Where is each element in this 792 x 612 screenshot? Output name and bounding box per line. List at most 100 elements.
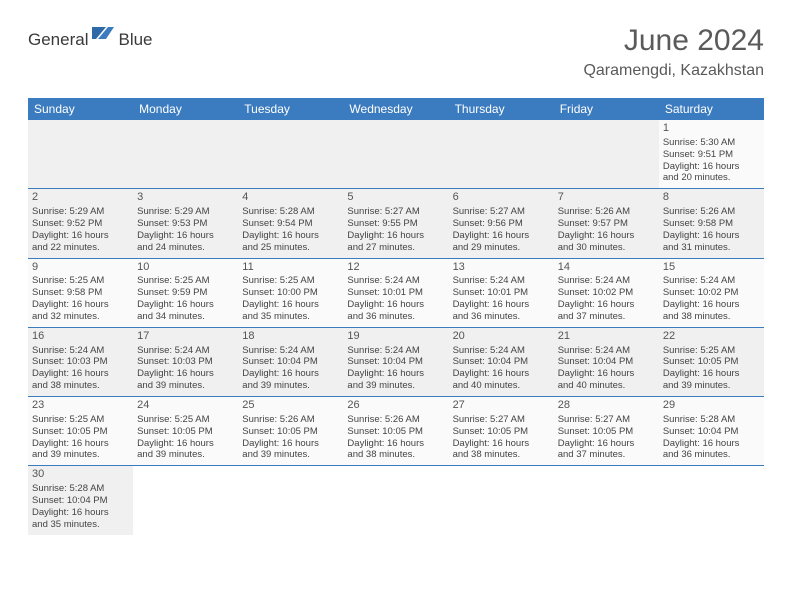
calendar-cell: 14Sunrise: 5:24 AMSunset: 10:02 PMDaylig… [554,258,659,327]
daylight-text: Daylight: 16 hours [558,299,655,311]
sunset-text: Sunset: 9:58 PM [663,218,760,230]
daylight-text: and 34 minutes. [137,311,234,323]
day-number: 18 [242,330,339,344]
calendar-cell [28,120,133,189]
sunrise-text: Sunrise: 5:25 AM [663,345,760,357]
title-block: June 2024 Qaramengdi, Kazakhstan [583,24,764,80]
sunrise-text: Sunrise: 5:27 AM [453,414,550,426]
calendar-cell [238,466,343,535]
brand-logo: General Blue [28,24,153,50]
sunrise-text: Sunrise: 5:24 AM [558,275,655,287]
daylight-text: Daylight: 16 hours [663,161,760,173]
daylight-text: Daylight: 16 hours [663,230,760,242]
daylight-text: Daylight: 16 hours [32,299,129,311]
sunrise-text: Sunrise: 5:25 AM [137,275,234,287]
day-number: 25 [242,399,339,413]
calendar-week-row: 1Sunrise: 5:30 AMSunset: 9:51 PMDaylight… [28,120,764,189]
day-number: 22 [663,330,760,344]
daylight-text: and 40 minutes. [453,380,550,392]
calendar-cell: 25Sunrise: 5:26 AMSunset: 10:05 PMDaylig… [238,397,343,466]
sunrise-text: Sunrise: 5:26 AM [663,206,760,218]
daylight-text: Daylight: 16 hours [663,299,760,311]
calendar-cell: 8Sunrise: 5:26 AMSunset: 9:58 PMDaylight… [659,189,764,258]
daylight-text: and 38 minutes. [347,449,444,461]
calendar-cell [554,466,659,535]
daylight-text: and 38 minutes. [32,380,129,392]
daylight-text: Daylight: 16 hours [453,368,550,380]
daylight-text: Daylight: 16 hours [137,438,234,450]
calendar-week-row: 23Sunrise: 5:25 AMSunset: 10:05 PMDaylig… [28,397,764,466]
day-header: Sunday [28,98,133,120]
calendar-page: General Blue June 2024 Qaramengdi, Kazak… [0,0,792,545]
calendar-cell: 1Sunrise: 5:30 AMSunset: 9:51 PMDaylight… [659,120,764,189]
sunset-text: Sunset: 10:05 PM [242,426,339,438]
sunrise-text: Sunrise: 5:25 AM [32,414,129,426]
daylight-text: and 27 minutes. [347,242,444,254]
daylight-text: and 39 minutes. [242,449,339,461]
day-number: 12 [347,261,444,275]
daylight-text: and 35 minutes. [242,311,339,323]
day-header: Thursday [449,98,554,120]
daylight-text: Daylight: 16 hours [558,438,655,450]
calendar-cell: 11Sunrise: 5:25 AMSunset: 10:00 PMDaylig… [238,258,343,327]
daylight-text: and 32 minutes. [32,311,129,323]
page-header: General Blue June 2024 Qaramengdi, Kazak… [28,24,764,80]
sunrise-text: Sunrise: 5:24 AM [663,275,760,287]
sunset-text: Sunset: 9:59 PM [137,287,234,299]
daylight-text: Daylight: 16 hours [242,299,339,311]
daylight-text: Daylight: 16 hours [242,230,339,242]
day-number: 30 [32,468,129,482]
calendar-cell: 19Sunrise: 5:24 AMSunset: 10:04 PMDaylig… [343,327,448,396]
calendar-cell: 26Sunrise: 5:26 AMSunset: 10:05 PMDaylig… [343,397,448,466]
day-number: 8 [663,191,760,205]
daylight-text: Daylight: 16 hours [663,438,760,450]
day-number: 2 [32,191,129,205]
sunset-text: Sunset: 9:56 PM [453,218,550,230]
calendar-cell: 4Sunrise: 5:28 AMSunset: 9:54 PMDaylight… [238,189,343,258]
daylight-text: and 39 minutes. [347,380,444,392]
daylight-text: and 37 minutes. [558,311,655,323]
sunset-text: Sunset: 9:54 PM [242,218,339,230]
calendar-cell [133,120,238,189]
day-header: Friday [554,98,659,120]
calendar-cell: 3Sunrise: 5:29 AMSunset: 9:53 PMDaylight… [133,189,238,258]
calendar-cell: 2Sunrise: 5:29 AMSunset: 9:52 PMDaylight… [28,189,133,258]
logo-text-general: General [28,30,88,50]
sunrise-text: Sunrise: 5:26 AM [242,414,339,426]
daylight-text: Daylight: 16 hours [663,368,760,380]
calendar-cell: 7Sunrise: 5:26 AMSunset: 9:57 PMDaylight… [554,189,659,258]
daylight-text: and 36 minutes. [663,449,760,461]
sunrise-text: Sunrise: 5:29 AM [137,206,234,218]
sunrise-text: Sunrise: 5:25 AM [137,414,234,426]
sunrise-text: Sunrise: 5:24 AM [137,345,234,357]
day-number: 23 [32,399,129,413]
day-number: 10 [137,261,234,275]
sunset-text: Sunset: 10:00 PM [242,287,339,299]
calendar-cell: 24Sunrise: 5:25 AMSunset: 10:05 PMDaylig… [133,397,238,466]
sunset-text: Sunset: 10:04 PM [242,356,339,368]
calendar-cell: 23Sunrise: 5:25 AMSunset: 10:05 PMDaylig… [28,397,133,466]
calendar-cell [554,120,659,189]
sunrise-text: Sunrise: 5:24 AM [453,345,550,357]
calendar-table: Sunday Monday Tuesday Wednesday Thursday… [28,98,764,535]
daylight-text: Daylight: 16 hours [347,230,444,242]
daylight-text: and 29 minutes. [453,242,550,254]
daylight-text: and 40 minutes. [558,380,655,392]
daylight-text: Daylight: 16 hours [453,438,550,450]
calendar-week-row: 2Sunrise: 5:29 AMSunset: 9:52 PMDaylight… [28,189,764,258]
day-number: 1 [663,122,760,136]
day-number: 6 [453,191,550,205]
day-number: 11 [242,261,339,275]
calendar-cell: 30Sunrise: 5:28 AMSunset: 10:04 PMDaylig… [28,466,133,535]
sunrise-text: Sunrise: 5:28 AM [32,483,129,495]
calendar-cell: 5Sunrise: 5:27 AMSunset: 9:55 PMDaylight… [343,189,448,258]
daylight-text: Daylight: 16 hours [32,507,129,519]
calendar-header-row: Sunday Monday Tuesday Wednesday Thursday… [28,98,764,120]
sunset-text: Sunset: 10:05 PM [558,426,655,438]
daylight-text: and 39 minutes. [242,380,339,392]
daylight-text: Daylight: 16 hours [453,299,550,311]
calendar-cell [238,120,343,189]
daylight-text: and 36 minutes. [453,311,550,323]
daylight-text: Daylight: 16 hours [32,230,129,242]
daylight-text: Daylight: 16 hours [558,230,655,242]
